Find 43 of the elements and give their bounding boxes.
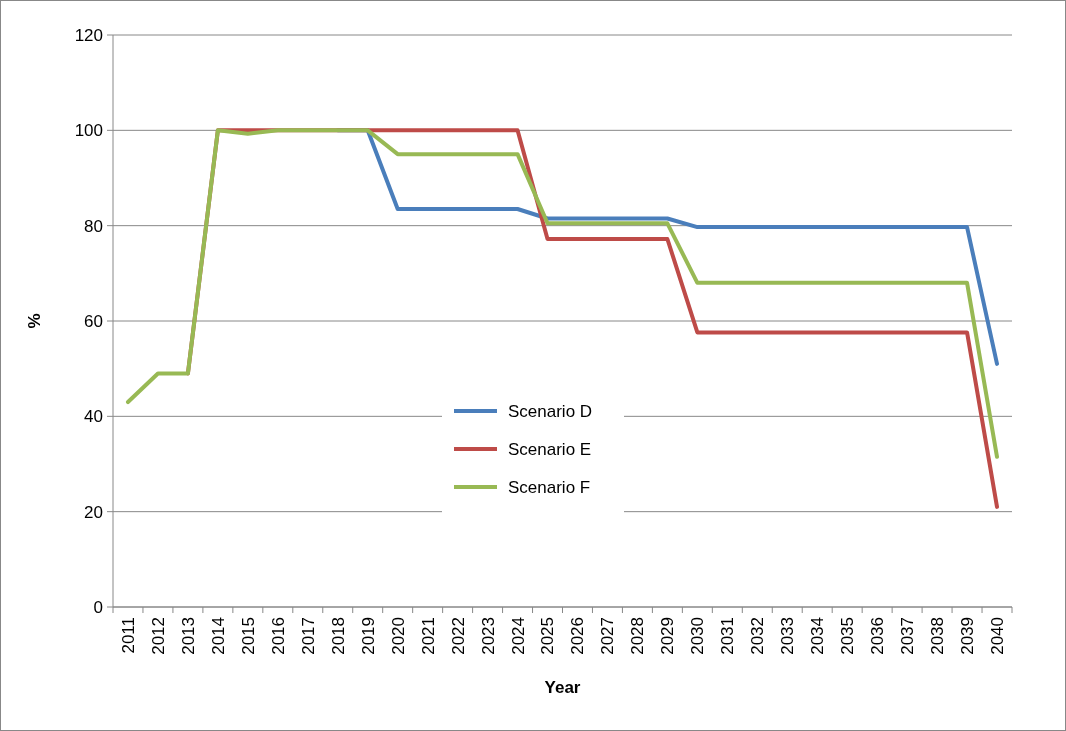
x-tick-label: 2033	[778, 617, 798, 655]
x-tick-label: 2020	[388, 617, 408, 655]
y-tick-label: 100	[74, 121, 103, 141]
legend-label: Scenario E	[508, 439, 592, 459]
y-tick-label: 0	[93, 597, 103, 617]
x-tick-label: 2026	[568, 617, 588, 655]
y-tick-label: 120	[74, 25, 103, 45]
x-tick-label: 2013	[178, 617, 198, 655]
x-tick-label: 2025	[538, 617, 558, 655]
y-tick-label: 40	[84, 407, 103, 427]
y-tick-label: 60	[84, 311, 103, 331]
x-tick-label: 2016	[268, 617, 288, 655]
x-tick-label: 2031	[718, 617, 738, 655]
x-tick-label: 2017	[298, 617, 318, 655]
legend-label: Scenario F	[508, 477, 591, 497]
x-tick-label: 2012	[148, 617, 168, 655]
x-tick-label: 2030	[688, 617, 708, 655]
x-axis-title: Year	[544, 678, 581, 697]
x-tick-label: 2037	[898, 617, 918, 655]
x-tick-label: 2038	[928, 617, 948, 655]
x-tick-label: 2011	[118, 617, 138, 654]
x-tick-label: 2034	[808, 617, 828, 655]
x-tick-label: 2022	[448, 617, 468, 655]
x-tick-label: 2028	[628, 617, 648, 655]
x-tick-label: 2039	[958, 617, 977, 655]
x-tick-label: 2032	[748, 617, 768, 655]
x-tick-label: 2014	[208, 617, 228, 655]
legend-label: Scenario D	[508, 401, 593, 421]
x-tick-label: 2024	[508, 617, 528, 655]
y-axis-title: %	[25, 313, 44, 329]
x-tick-label: 2029	[658, 617, 678, 655]
x-tick-label: 2018	[328, 617, 348, 655]
x-tick-label: 2021	[418, 617, 438, 655]
x-tick-label: 2035	[838, 617, 858, 655]
x-tick-label: 2019	[358, 617, 378, 655]
x-tick-label: 2040	[987, 617, 1007, 655]
x-tick-label: 2027	[598, 617, 618, 655]
x-tick-label: 2023	[478, 617, 498, 655]
y-tick-label: 20	[84, 502, 103, 522]
line-series	[125, 128, 1000, 459]
x-tick-label: 2015	[238, 617, 258, 655]
y-tick-label: 80	[84, 216, 103, 236]
x-tick-label: 2036	[868, 617, 888, 655]
